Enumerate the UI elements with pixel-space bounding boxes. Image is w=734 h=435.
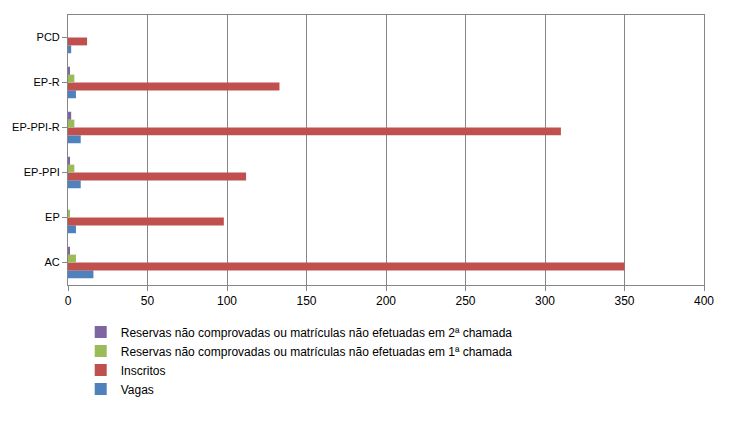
svg-text:Reservas não comprovadas ou ma: Reservas não comprovadas ou matrículas n…	[121, 326, 513, 340]
svg-text:EP-PPI-R: EP-PPI-R	[12, 121, 60, 133]
svg-text:Inscritos: Inscritos	[121, 364, 166, 378]
svg-text:0: 0	[65, 294, 72, 308]
svg-text:250: 250	[455, 294, 475, 308]
svg-text:400: 400	[694, 294, 714, 308]
svg-text:200: 200	[376, 294, 396, 308]
svg-text:300: 300	[535, 294, 555, 308]
svg-text:150: 150	[296, 294, 316, 308]
svg-text:100: 100	[217, 294, 237, 308]
svg-text:EP: EP	[45, 211, 60, 223]
svg-text:350: 350	[614, 294, 634, 308]
svg-text:AC: AC	[45, 256, 60, 268]
svg-text:EP-R: EP-R	[34, 76, 60, 88]
svg-text:Vagas: Vagas	[121, 383, 154, 397]
svg-text:Reservas não comprovadas ou ma: Reservas não comprovadas ou matrículas n…	[121, 345, 513, 359]
svg-text:PCD: PCD	[37, 31, 60, 43]
svg-text:EP-PPI: EP-PPI	[24, 166, 60, 178]
svg-text:50: 50	[141, 294, 155, 308]
